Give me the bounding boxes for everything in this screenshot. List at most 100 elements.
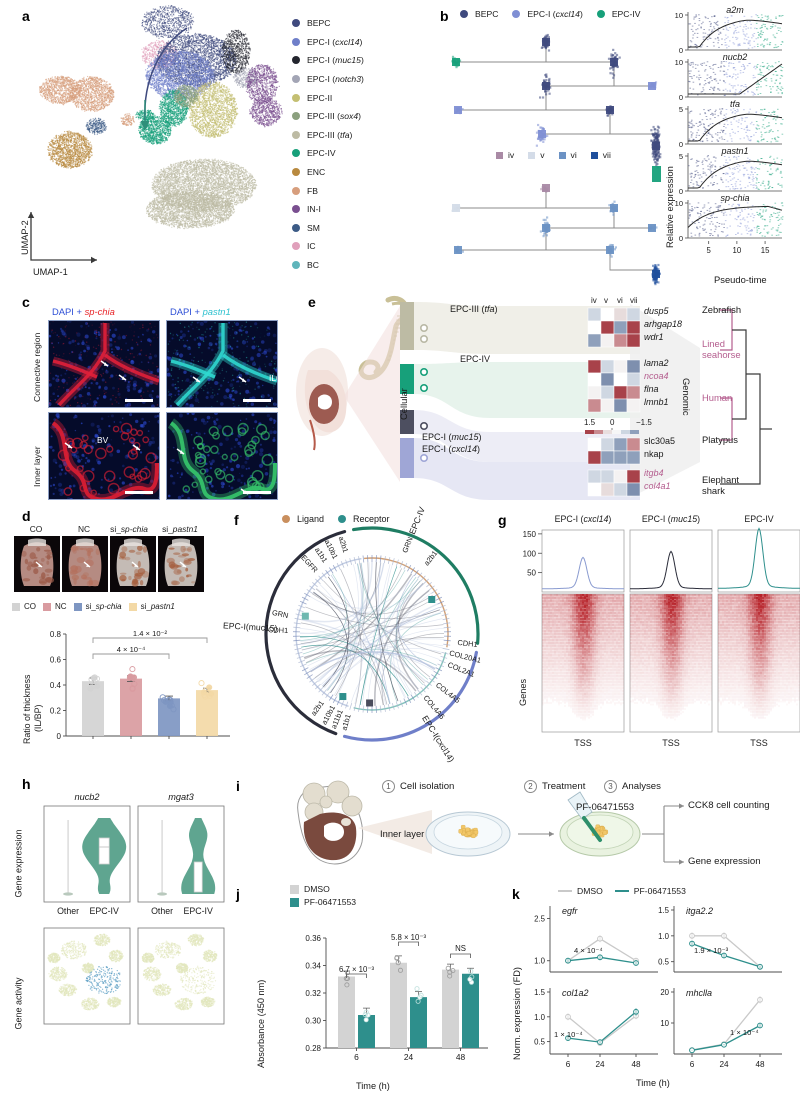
umap-axes — [27, 212, 97, 264]
panel-b-letter: b — [440, 8, 449, 24]
colorbar-tick-2: −1.5 — [636, 418, 652, 427]
state-legend-label: vii — [603, 150, 611, 160]
umap-legend-label: EPC-III (sox4) — [307, 111, 361, 121]
bar-legend-item[interactable]: CO — [12, 602, 36, 611]
trajectory-legend-item[interactable]: EPC-IV — [596, 9, 640, 19]
microscopy-image-3 — [166, 412, 278, 500]
gene-nkap: nkap — [644, 449, 664, 459]
bar-legend-label: CO — [24, 602, 36, 611]
tss-title-0: EPC-I (cxcl14) — [555, 514, 612, 524]
expression-pvalue-col1a2: 1 × 10⁻⁴ — [554, 1030, 583, 1039]
umap-legend-item-sm[interactable]: SM — [292, 219, 364, 238]
umap-legend-label: EPC-II — [307, 93, 332, 103]
umap-legend-item-epc-i-cxcl14-[interactable]: EPC-I (cxcl14) — [292, 33, 364, 52]
umap-legend-item-in-i[interactable]: IN-I — [292, 200, 364, 219]
expression-gene-col1a2: col1a2 — [562, 988, 589, 998]
state-legend-item[interactable]: v — [528, 150, 545, 160]
state-legend-label: vi — [571, 150, 577, 160]
species-2: Human — [702, 392, 732, 403]
umap-legend-item-bepc[interactable]: BEPC — [292, 14, 364, 33]
bar-legend-item[interactable]: si_sp-chia — [73, 602, 122, 611]
expression-legend-label: DMSO — [577, 886, 603, 896]
specimen-label-3: si_pastn1 — [162, 524, 198, 534]
legend-color-dot — [460, 10, 468, 18]
umap-legend-item-epc-i-notch3-[interactable]: EPC-I (notch3) — [292, 70, 364, 89]
gene-activity-umap-nucb2 — [43, 927, 131, 1025]
circos-arc-muc15: EPC-I(muc15) — [223, 620, 278, 633]
inner-layer-label: Inner layer — [380, 828, 424, 839]
workflow-step-number-3: 3 — [604, 780, 617, 793]
trajectory-legend-label: EPC-I (cxcl14) — [527, 9, 582, 19]
umap-legend-item-bc[interactable]: BC — [292, 256, 364, 275]
microscopy-title-1: DAPI + pastn1 — [170, 306, 231, 317]
state-legend-item[interactable]: iv — [496, 150, 514, 160]
gene-activity-umap-mgat3 — [137, 927, 225, 1025]
umap-legend-label: EPC-I (cxcl14) — [307, 37, 362, 47]
cck8-legend: DMSO PF-06471553 — [290, 884, 356, 910]
gene-lmnb1: lmnb1 — [644, 397, 669, 407]
violin-xlabel-Other: Other — [151, 906, 173, 916]
cck8-legend-label: PF-06471553 — [304, 897, 356, 907]
thickness-bar-chart: 00.20.40.60.8 1.4 × 10⁻²4 × 10⁻⁴ — [50, 629, 230, 741]
panel-g-letter: g — [498, 512, 507, 528]
specimen-label-1: NC — [78, 524, 90, 534]
legend-color-square — [528, 151, 536, 159]
cck8-ylabel: Absorbance (450 nm) — [256, 980, 266, 1068]
drug-label: PF-06471553 — [576, 802, 634, 813]
state-legend: iv v vi vii — [496, 150, 625, 160]
legend-color-dot — [292, 205, 300, 214]
expression-legend-item[interactable]: DMSO — [558, 886, 603, 896]
legend-color-dot — [282, 515, 290, 523]
workflow-output-1: Gene expression — [688, 856, 761, 867]
tss-panel-2: TSS — [717, 527, 800, 748]
umap-legend-item-epc-i-muc15-[interactable]: EPC-I (muc15) — [292, 51, 364, 70]
umap-legend-item-enc[interactable]: ENC — [292, 163, 364, 182]
pseudotime-xlabel: Pseudo-time — [714, 274, 767, 285]
panel-a-umap: a UMAP-1 UMAP-2 BEPC EPC-I (cxcl14) EPC-I … — [0, 0, 430, 290]
expression-subplot-mhclla: 10 20 6 24 48 mhclla 1 × 10⁻⁴ — [660, 986, 782, 1069]
umap-legend-item-ic[interactable]: IC — [292, 237, 364, 256]
legend-color-dot — [292, 242, 300, 251]
trajectory-legend-item[interactable]: BEPC — [460, 9, 498, 19]
species-4-b: shark — [702, 485, 725, 496]
circos-legend-item[interactable]: Receptor — [338, 514, 390, 524]
circos-legend-item[interactable]: Ligand — [282, 514, 324, 524]
umap-legend-item-fb[interactable]: FB — [292, 181, 364, 200]
umap-legend-item-epc-iii-tfa-[interactable]: EPC-III (tfa) — [292, 126, 364, 145]
umap-legend: BEPC EPC-I (cxcl14) EPC-I (muc15) EPC-I (no… — [292, 14, 364, 274]
circos-label-b-a1b1: a1b1 — [339, 713, 352, 731]
row-label-inner: Inner layer — [32, 446, 42, 487]
evolution-schematic — [296, 295, 772, 500]
microscopy-title-0: DAPI + sp-chia — [52, 306, 115, 317]
legend-line — [558, 890, 572, 892]
umap-legend-label: EPC-I (muc15) — [307, 55, 364, 65]
microscopy-image-0: EM — [48, 320, 160, 408]
state-legend-item[interactable]: vii — [590, 150, 611, 160]
workflow-step-number-1: 1 — [382, 780, 395, 793]
violin-gene-mgat3: mgat3 — [168, 792, 194, 802]
legend-color-dot — [292, 112, 300, 121]
legend-color-dot — [292, 37, 300, 46]
expression-legend-item[interactable]: PF-06471553 — [614, 886, 686, 896]
bar-legend-item[interactable]: NC — [43, 602, 67, 611]
panel-a-letter: a — [22, 8, 30, 24]
bar-legend-item[interactable]: si_pastn1 — [128, 602, 175, 611]
legend-color-square — [290, 897, 299, 907]
state-legend-item[interactable]: vi — [558, 150, 577, 160]
panel-k-expression: k DMSO PF-06471553 1.0 2.5 egfr 4 × 10⁻⁴ 0.5 1… — [500, 878, 800, 1098]
cck8-legend-item[interactable]: DMSO — [290, 884, 356, 894]
pseudotime-plots: 0 10 a2m 0 10 nucb2 0 5 tfa 0 5 pastn1 0 10 sp-chia 5 10… — [664, 5, 784, 255]
panel-e-letter: e — [308, 294, 316, 310]
umap-legend-label: EPC-I (notch3) — [307, 74, 364, 84]
umap-legend-item-epc-ii[interactable]: EPC-II — [292, 88, 364, 107]
panel-d-knockdown: d CO NC si_sp-chia si_pastn1 CO NC si_sp-chia… — [0, 506, 240, 770]
trajectory-legend-item[interactable]: EPC-I (cxcl14) — [512, 9, 583, 19]
cck8-legend-item[interactable]: PF-06471553 — [290, 897, 356, 907]
legend-line — [614, 890, 629, 892]
umap-legend-item-epc-iv[interactable]: EPC-IV — [292, 144, 364, 163]
tss-title-1: EPC-I (muc15) — [642, 514, 700, 524]
gene-wdr1: wdr1 — [644, 332, 664, 342]
umap-legend-item-epc-iii-sox4-[interactable]: EPC-III (sox4) — [292, 107, 364, 126]
heatmap-col-vi: vi — [617, 296, 623, 305]
tss-xlabel-2: TSS — [750, 738, 768, 748]
